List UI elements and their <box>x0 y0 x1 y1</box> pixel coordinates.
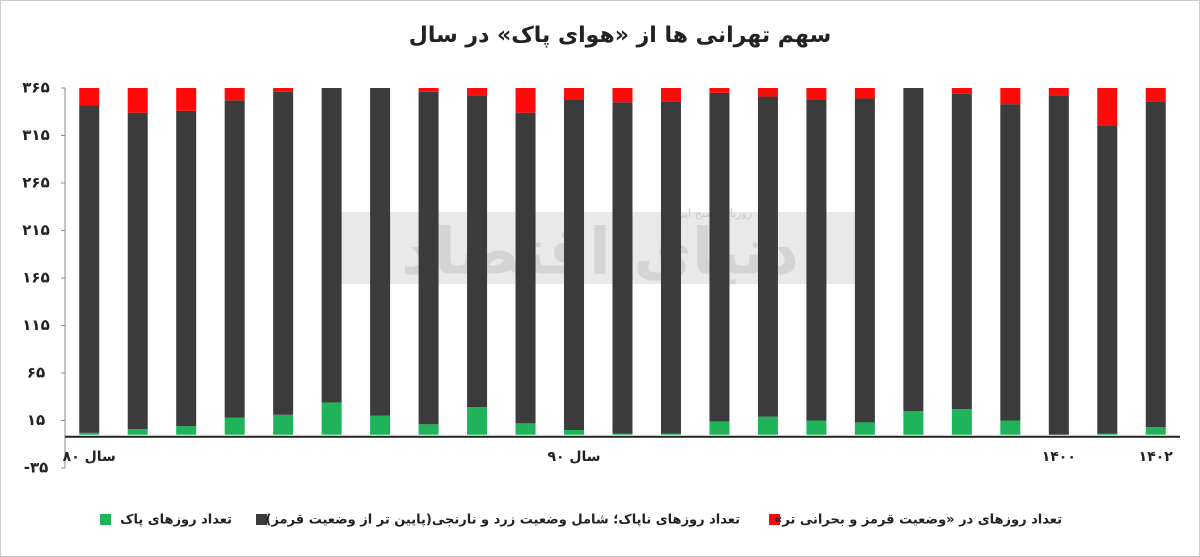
bar-segment <box>370 88 391 416</box>
bar-segment <box>1145 427 1166 435</box>
bar-segment <box>467 407 488 435</box>
bar-segment <box>1145 101 1166 428</box>
bar-segment <box>273 88 294 92</box>
bar-segment <box>418 424 439 435</box>
bar-segment <box>854 98 875 423</box>
y-tick-label: ۱۱۵ <box>22 316 49 334</box>
bar-segment <box>903 411 924 435</box>
y-tick-label: ۶۵ <box>27 364 45 382</box>
bar-segment <box>273 414 294 435</box>
bar-segment <box>79 105 100 433</box>
bar-segment <box>564 430 585 435</box>
bar-segment <box>709 421 730 435</box>
bar-segment <box>1000 88 1021 105</box>
bar-segment <box>951 93 972 410</box>
bar-segment <box>127 429 148 435</box>
bar-segment <box>370 415 391 435</box>
bar-segment <box>612 433 633 435</box>
bar-segment <box>757 416 778 435</box>
bar-segment <box>564 99 585 431</box>
bar-segment <box>1000 420 1021 435</box>
bar-segment <box>1097 126 1118 434</box>
bar-segment <box>1097 88 1118 126</box>
bar-segment <box>1048 95 1069 435</box>
bar-segment <box>418 88 439 92</box>
x-tick-label: سال ۹۰ <box>547 449 600 465</box>
bar-segment <box>757 96 778 417</box>
bar-segment <box>127 88 148 113</box>
watermark: دنیای اقتصاد <box>401 216 799 290</box>
bar-segment <box>467 95 488 408</box>
legend-label: تعداد روزهای در «وضعیت قرمز و بحرانی تر» <box>774 513 1062 528</box>
bar-segment <box>612 102 633 434</box>
bar-segment <box>224 100 245 418</box>
bar-segment <box>1097 433 1118 435</box>
bar-segment <box>951 409 972 435</box>
bar-segment <box>224 88 245 101</box>
bar-segment <box>660 101 681 434</box>
x-tick-label: سال ۸۰ <box>63 449 116 465</box>
bar-segment <box>757 88 778 97</box>
x-tick-label: ۱۴۰۰ <box>1042 449 1076 465</box>
bar-segment <box>1000 104 1021 421</box>
bar-segment <box>515 112 536 424</box>
bar-segment <box>273 91 294 415</box>
bar-segment <box>854 422 875 435</box>
bar-segment <box>79 88 100 106</box>
bar-segment <box>903 88 924 411</box>
chart-title: سهم تهرانی ها از «هوای پاک» در سال <box>409 23 831 48</box>
legend-marker <box>100 514 111 525</box>
legend-label: تعداد روزهای ناپاک؛ شامل وضعیت زرد و نار… <box>266 513 741 528</box>
bar-segment <box>564 88 585 100</box>
y-tick-label: ۱۵ <box>27 411 45 429</box>
x-tick-label: ۱۴۰۲ <box>1139 449 1174 465</box>
bar-segment <box>321 402 342 435</box>
bar-segment <box>321 88 342 403</box>
bar-segment <box>467 88 488 96</box>
y-tick-label: -۳۵ <box>24 459 49 477</box>
y-tick-label: ۳۱۵ <box>22 126 49 144</box>
bar-segment <box>515 423 536 435</box>
bar-segment <box>176 88 197 111</box>
bar-segment <box>806 88 827 100</box>
bar-segment <box>806 99 827 421</box>
bar-segment <box>854 88 875 99</box>
bar-segment <box>660 433 681 435</box>
bar-segment <box>176 110 197 427</box>
y-tick-label: ۱۶۵ <box>22 269 49 287</box>
bar-segment <box>806 420 827 435</box>
bar-segment <box>127 112 148 430</box>
legend-marker <box>769 514 780 525</box>
y-tick-label: ۲۶۵ <box>22 174 49 192</box>
bar-segment <box>79 432 100 435</box>
bar-segment <box>224 417 245 435</box>
bar-segment <box>612 88 633 103</box>
bar-segment <box>1048 88 1069 96</box>
legend-label: تعداد روزهای پاک <box>120 513 232 528</box>
legend-marker <box>256 514 267 525</box>
bar-segment <box>176 426 197 435</box>
bar-segment <box>660 88 681 102</box>
bar-segment <box>1145 88 1166 102</box>
y-tick-label: ۲۱۵ <box>22 221 49 239</box>
y-tick-label: ۳۶۵ <box>22 79 49 97</box>
bar-segment <box>709 92 730 422</box>
bar-segment <box>951 88 972 94</box>
bar-segment <box>515 88 536 113</box>
bar-segment <box>709 88 730 93</box>
bar-segment <box>418 91 439 425</box>
